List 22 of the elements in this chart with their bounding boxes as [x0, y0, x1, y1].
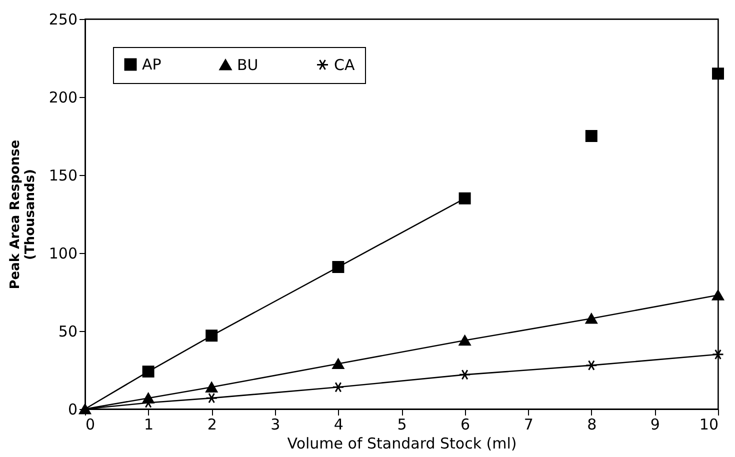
y-tick-label: 150 [48, 166, 78, 184]
x-tick-label: 2 [207, 416, 217, 434]
x-tick-label: 0 [86, 416, 96, 434]
x-tick-label: 9 [650, 416, 660, 434]
y-tick-label: 250 [48, 10, 78, 28]
legend-label: BU [237, 56, 258, 74]
y-tick-label: 200 [48, 88, 78, 106]
x-axis-title: Volume of Standard Stock (ml) [287, 434, 517, 452]
x-tick-label: 5 [397, 416, 407, 434]
y-axis-title: Peak Area Response (Thousands) [8, 140, 38, 290]
legend-label: CA [334, 56, 356, 74]
x-tick-label: 10 [699, 416, 718, 434]
legend-label: AP [142, 56, 162, 74]
x-tick-label: 1 [144, 416, 154, 434]
x-tick-label: 4 [334, 416, 344, 434]
x-tick-label: 8 [587, 416, 597, 434]
y-tick-label: 100 [48, 244, 78, 262]
x-tick-label: 3 [270, 416, 280, 434]
y-tick-label: 0 [68, 400, 78, 418]
y-tick-label: 50 [58, 322, 78, 340]
x-tick-label: 7 [524, 416, 534, 434]
x-tick-label: 6 [460, 416, 470, 434]
